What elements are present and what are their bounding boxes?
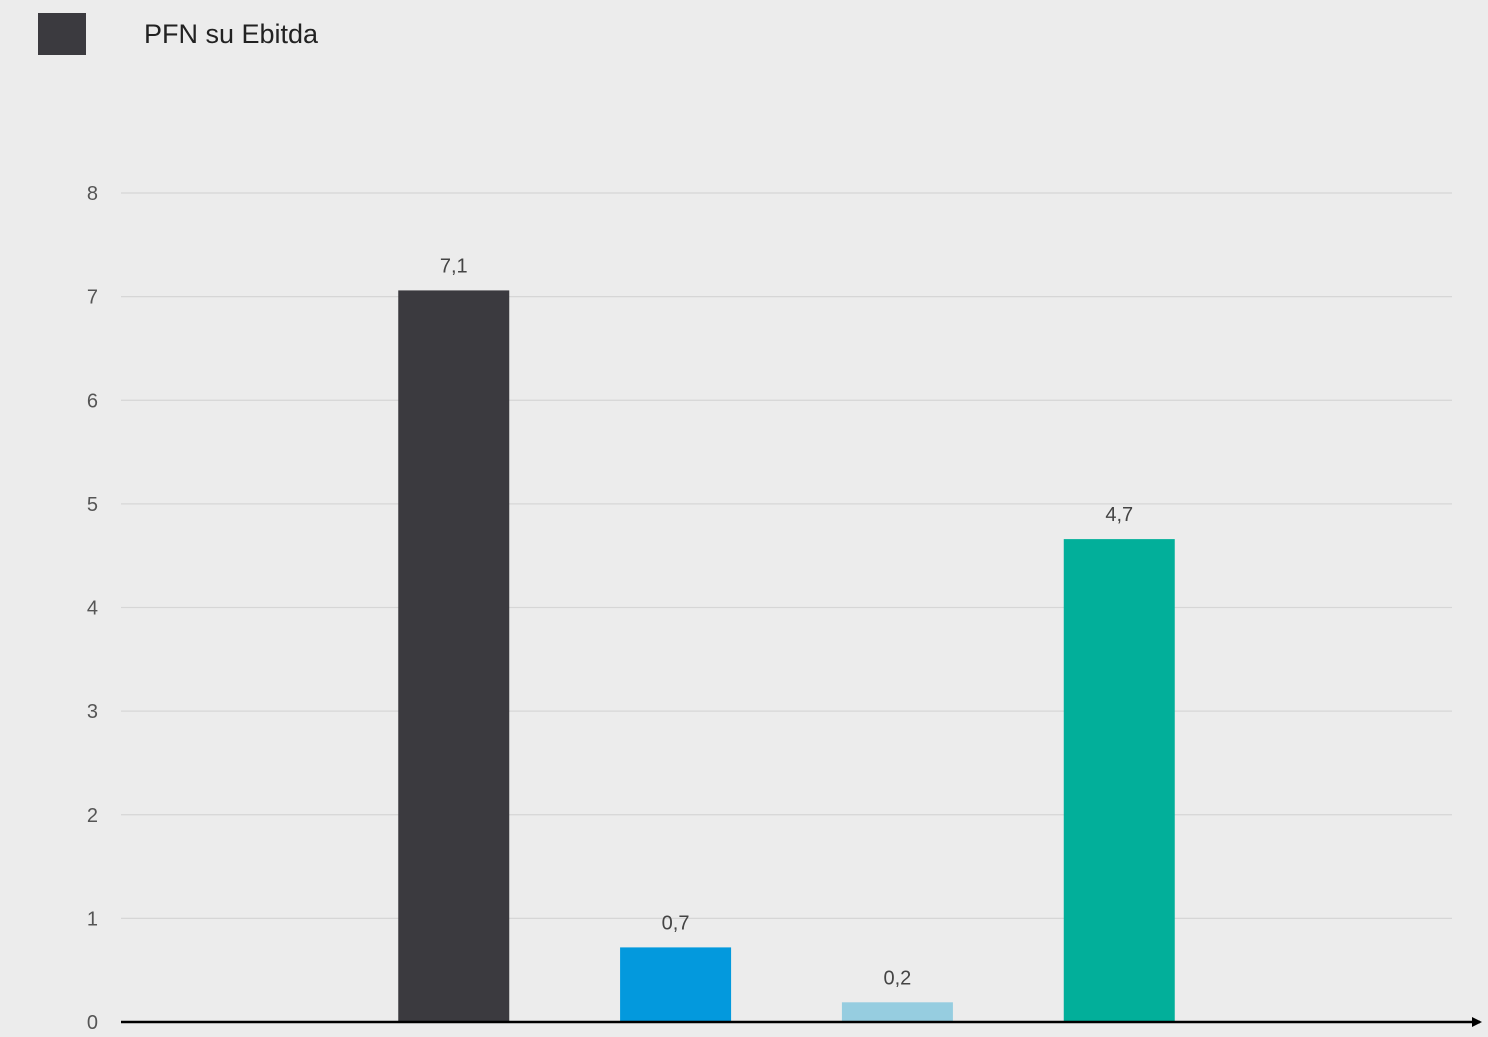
y-tick-label: 0 (87, 1012, 98, 1034)
data-label: 4,7 (1105, 504, 1133, 526)
y-tick-label: 4 (87, 598, 98, 620)
y-tick-label: 3 (87, 701, 98, 723)
bars (398, 290, 1175, 1023)
y-tick-label: 7 (87, 287, 98, 309)
bar (1063, 539, 1175, 1022)
bar (620, 947, 732, 1022)
data-label: 0,2 (884, 967, 912, 989)
legend: PFN su Ebitda (38, 13, 318, 55)
data-label: 0,7 (662, 912, 690, 934)
y-tick-label: 6 (87, 390, 98, 412)
legend-swatch (38, 13, 86, 55)
y-tick-label: 5 (87, 494, 98, 516)
gridlines (121, 192, 1452, 919)
y-tick-label: 1 (87, 908, 98, 930)
y-tick-label: 2 (87, 805, 98, 827)
data-label: 7,1 (440, 255, 468, 277)
legend-label: PFN su Ebitda (144, 19, 319, 49)
bar (841, 1002, 953, 1022)
bar (398, 290, 510, 1023)
data-labels: 7,1 0,7 0,2 4,7 (440, 255, 1133, 989)
y-axis-ticks: 0 1 2 3 4 5 6 7 8 (87, 183, 98, 1034)
y-tick-label: 8 (87, 183, 98, 205)
